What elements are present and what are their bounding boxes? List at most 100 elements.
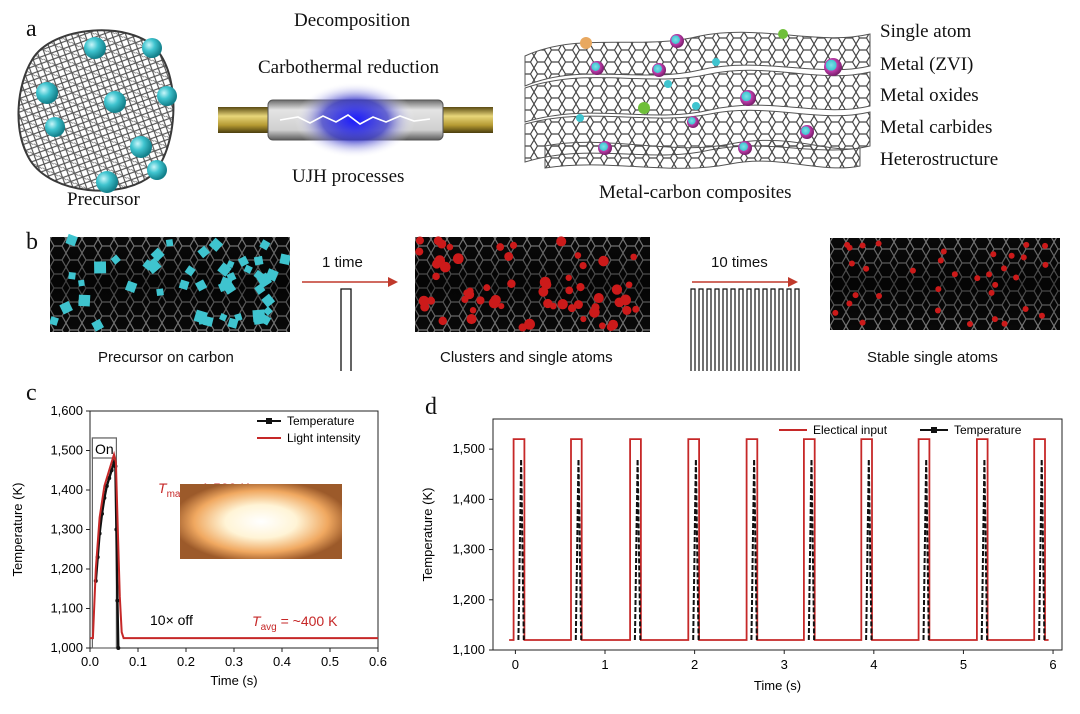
light-intensity-series-line <box>90 450 378 640</box>
temperature-series-line <box>94 458 120 649</box>
metal-cluster-atom <box>580 315 587 323</box>
precursor-particle <box>208 237 224 252</box>
precursor-particle <box>150 247 165 262</box>
multi-pulse-waveform <box>690 288 800 371</box>
y-tick-label: 1,600 <box>50 403 83 418</box>
x-tick-label: 6 <box>1049 657 1056 672</box>
single-atom <box>1023 241 1030 248</box>
single-atom <box>1042 242 1049 249</box>
temperature-pulse-line <box>750 459 758 641</box>
metal-cluster-atom <box>574 252 582 259</box>
precursor-particle <box>263 306 273 316</box>
single-atom <box>1000 265 1007 272</box>
single-atom <box>848 260 855 267</box>
single-atom <box>859 242 866 249</box>
single-atom <box>846 244 853 251</box>
electrical-input-series-line <box>509 438 1049 641</box>
x-tick-label: 0.2 <box>177 654 195 669</box>
process-ujh-label: UJH processes <box>292 166 405 187</box>
precursor-particle <box>94 261 107 274</box>
legend-label: Temperature <box>954 423 1022 437</box>
precursor-particle <box>178 279 190 291</box>
precursor-particle <box>184 265 196 277</box>
single-atom <box>974 275 981 282</box>
single-atom-particles <box>832 240 1049 328</box>
precursor-particle <box>59 300 73 315</box>
precursor-particle <box>110 254 121 265</box>
single-atom <box>992 281 999 288</box>
species-heterostructure: Heterostructure <box>880 149 999 170</box>
on-label-box <box>91 437 118 459</box>
metal-cluster-atom <box>567 304 576 313</box>
x-tick-label: 1 <box>601 657 608 672</box>
single-atom <box>935 286 942 293</box>
y-tick-label: 1,400 <box>452 491 485 506</box>
single-atom <box>988 289 995 296</box>
temperature-pulse-line <box>692 459 700 641</box>
pulse-1-time-label: 1 time <box>322 254 363 271</box>
single-atom <box>1008 252 1015 259</box>
precursor-particle <box>261 293 276 308</box>
metal-cluster-atom <box>591 303 600 312</box>
y-tick-label: 1,300 <box>50 522 83 537</box>
clusters-single-atoms-label: Clusters and single atoms <box>440 349 613 366</box>
precursor-particle <box>259 239 271 251</box>
metal-cluster-atom <box>488 297 500 309</box>
nanotube-precursor-illustration <box>50 233 290 332</box>
metal-cluster-atom <box>556 236 567 247</box>
y-tick-label: 1,200 <box>452 592 485 607</box>
temperature-light-chart: 0.0 0.1 0.2 0.3 0.4 0.5 0.6 1,000 1,100 1,200 1,30… <box>10 403 387 688</box>
metal-carbon-composite-illustration <box>524 29 871 169</box>
metal-cluster-atom <box>469 307 477 314</box>
metal-cluster-atom <box>579 262 587 270</box>
metal-cluster-atom <box>432 272 440 281</box>
single-atom <box>1038 312 1045 319</box>
panel-d-letter: d <box>425 394 437 420</box>
pulse-10-times-arrow <box>692 277 798 287</box>
metal-cluster-atom <box>483 284 491 292</box>
precursor-particle <box>226 271 237 282</box>
x-tick-label: 0.4 <box>273 654 291 669</box>
metal-cluster-atom <box>438 316 448 326</box>
temperature-point <box>109 468 114 473</box>
single-atom <box>1022 305 1029 312</box>
x-tick-label: 0.0 <box>81 654 99 669</box>
precursor-particle <box>193 309 208 324</box>
precursor-particle <box>124 280 138 293</box>
temperature-pulse-line <box>1038 459 1046 641</box>
single-atom <box>1013 274 1020 281</box>
y-tick-label: 1,500 <box>50 443 83 458</box>
precursor-particle <box>234 313 243 322</box>
temperature-pulse-line <box>517 459 525 641</box>
metal-cluster-atom <box>426 296 435 305</box>
precursor-particle <box>165 239 174 247</box>
metal-cluster-atom <box>440 261 451 273</box>
x-tick-label: 0 <box>512 657 519 672</box>
temperature-pulse-line <box>574 459 583 641</box>
pulse-10-times-label: 10 times <box>711 254 768 271</box>
nanotube-clusters-illustration <box>415 236 650 332</box>
y-tick-label: 1,400 <box>50 482 83 497</box>
metal-cluster-atom <box>539 276 551 288</box>
y-axis-label: Temperature (K) <box>420 488 435 582</box>
metal-cluster-atom <box>576 283 585 292</box>
single-atom <box>832 309 839 316</box>
single-atom <box>937 257 944 264</box>
metal-cluster-atom <box>509 241 518 249</box>
panel-b-letter: b <box>26 229 38 255</box>
single-atom <box>876 293 883 300</box>
metal-cluster-atom <box>496 243 505 251</box>
stable-single-atoms-label: Stable single atoms <box>867 349 998 366</box>
metal-cluster-atom <box>611 284 623 295</box>
metal-cluster-atom <box>415 236 424 245</box>
precursor-particle <box>156 288 164 297</box>
single-atom <box>1001 320 1008 327</box>
single-atom <box>991 316 998 323</box>
temperature-pulse-line <box>633 459 642 641</box>
plot-frame <box>492 418 1063 651</box>
metal-cluster-atom <box>632 305 640 313</box>
metal-cluster-atom <box>418 295 430 307</box>
single-atom <box>909 267 916 274</box>
metal-cluster-atom <box>498 303 505 310</box>
temperature-point <box>107 476 112 481</box>
